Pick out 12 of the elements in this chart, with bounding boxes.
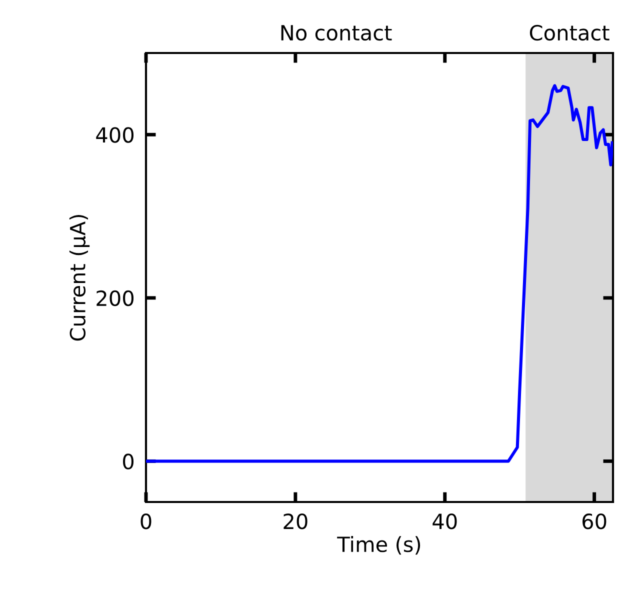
text: Contact (530, 24, 610, 41)
text: No contact (281, 25, 392, 41)
x-tick-label: 0 (140, 513, 152, 530)
x-tick-label: 20 (284, 513, 308, 530)
y-tick-label: 0 (123, 454, 134, 470)
line-series (146, 84, 613, 463)
x-tick-label: 40 (432, 513, 457, 530)
y-tick-label: 400 (96, 127, 134, 143)
x-axis-title: Time (s) (337, 536, 420, 555)
x-tick-label: 60 (582, 513, 606, 530)
y-tick-label: 200 (96, 290, 134, 306)
y-axis-title: Current (μA) (69, 214, 90, 341)
